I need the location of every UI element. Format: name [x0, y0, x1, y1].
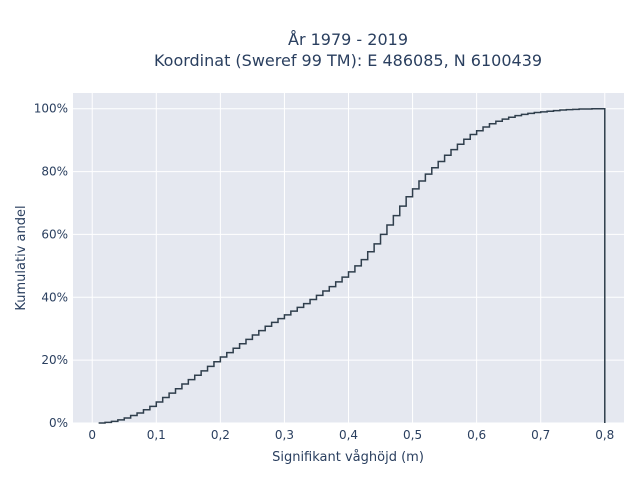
y-tick-label: 60%: [41, 227, 68, 241]
x-tick-label: 0,7: [531, 428, 550, 442]
y-axis-ticks: 0% 20% 40% 60% 80% 100%: [34, 102, 68, 430]
x-tick-label: 0,3: [275, 428, 294, 442]
x-tick-label: 0,8: [595, 428, 614, 442]
x-tick-label: 0,1: [147, 428, 166, 442]
y-tick-label: 80%: [41, 165, 68, 179]
x-tick-label: 0,5: [403, 428, 422, 442]
y-axis-label: Kumulativ andel: [14, 205, 29, 310]
series-line: [98, 107, 606, 424]
y-tick-label: 20%: [41, 353, 68, 367]
series-layer: [98, 107, 606, 424]
chart-subtitle: Koordinat (Sweref 99 TM): E 486085, N 61…: [154, 51, 542, 70]
x-tick-label: 0,2: [211, 428, 230, 442]
y-tick-label: 0%: [49, 416, 68, 430]
x-tick-label: 0: [88, 428, 96, 442]
x-tick-label: 0,6: [467, 428, 486, 442]
y-tick-label: 100%: [34, 102, 68, 116]
y-tick-label: 40%: [41, 290, 68, 304]
x-axis-label: Signifikant våghöjd (m): [272, 450, 424, 465]
x-tick-label: 0,4: [339, 428, 358, 442]
x-axis-ticks: 0 0,1 0,2 0,3 0,4 0,5 0,6 0,7 0,8: [88, 428, 614, 442]
chart-title: År 1979 - 2019: [288, 30, 408, 49]
